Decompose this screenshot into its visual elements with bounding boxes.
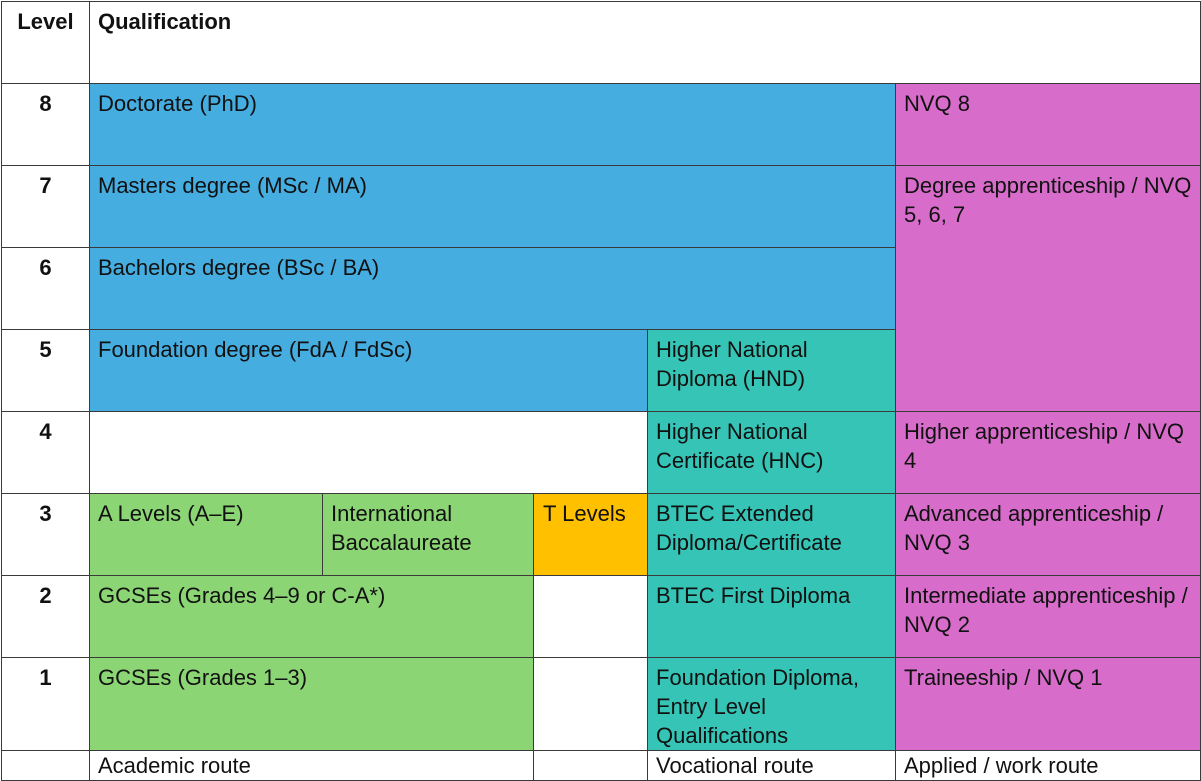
ib-cell: International Baccalaureate [322,493,534,576]
empty-cell [533,657,648,751]
level-number: 5 [1,329,90,412]
header-row: Level Qualification [1,1,1201,84]
level-row-4: 4 Higher National Certificate (HNC) High… [1,411,1201,494]
btec-first-cell: BTEC First Diploma [647,575,896,658]
hnc-cell: Higher National Certificate (HNC) [647,411,896,494]
vocational-route-label: Vocational route [647,750,896,781]
foundation-diploma-cell: Foundation Diploma, Entry Level Qualific… [647,657,896,751]
traineeship-cell: Traineeship / NVQ 1 [894,657,1201,751]
level-number: 6 [1,247,90,330]
empty-cell [533,750,648,781]
t-levels-cell: T Levels [533,493,648,576]
level-number: 4 [1,411,90,494]
routes-row: Academic route Vocational route Applied … [1,750,1201,781]
empty-cell [533,575,648,658]
level-number: 8 [1,83,90,166]
level-row-7: 7 Masters degree (MSc / MA) Degree appre… [1,165,1201,412]
level-number: 1 [1,657,90,751]
qualification-header: Qualification [88,1,1201,84]
gcse-low-cell: GCSEs (Grades 1–3) [89,657,534,751]
level-row-6: 6 Bachelors degree (BSc / BA) [1,247,1201,330]
advanced-apprenticeship-cell: Advanced apprenticeship / NVQ 3 [894,493,1201,576]
empty-level-cell [1,750,90,781]
level-header: Level [1,1,90,84]
level-row-5: 5 Foundation degree (FdA / FdSc) Higher … [1,329,1201,412]
level-number: 7 [1,165,90,248]
applied-route-label: Applied / work route [894,750,1201,781]
level-row-3: 3 A Levels (A–E) International Baccalaur… [1,493,1201,576]
level-number: 2 [1,575,90,658]
nvq8-cell: NVQ 8 [894,83,1201,166]
btec-extended-cell: BTEC Extended Diploma/Certificate [647,493,896,576]
empty-academic-cell [89,411,648,494]
foundation-degree-cell: Foundation degree (FdA / FdSc) [89,329,648,412]
level-row-8: 8 Doctorate (PhD) NVQ 8 [1,83,1201,166]
doctorate-cell: Doctorate (PhD) [89,83,896,166]
hnd-cell: Higher National Diploma (HND) [647,329,896,412]
higher-apprenticeship-cell: Higher apprenticeship / NVQ 4 [894,411,1201,494]
level-row-2: 2 GCSEs (Grades 4–9 or C-A*) BTEC First … [1,575,1201,658]
bachelors-cell: Bachelors degree (BSc / BA) [89,247,896,330]
level-number: 3 [1,493,90,576]
masters-cell: Masters degree (MSc / MA) [89,165,896,248]
a-levels-cell: A Levels (A–E) [89,493,323,576]
intermediate-apprenticeship-cell: Intermediate apprenticeship / NVQ 2 [894,575,1201,658]
degree-apprenticeship-cell: Degree apprenticeship / NVQ 5, 6, 7 [894,165,1201,412]
academic-route-label: Academic route [89,750,534,781]
gcse-high-cell: GCSEs (Grades 4–9 or C-A*) [89,575,534,658]
level-row-1: 1 GCSEs (Grades 1–3) Foundation Diploma,… [1,657,1201,751]
